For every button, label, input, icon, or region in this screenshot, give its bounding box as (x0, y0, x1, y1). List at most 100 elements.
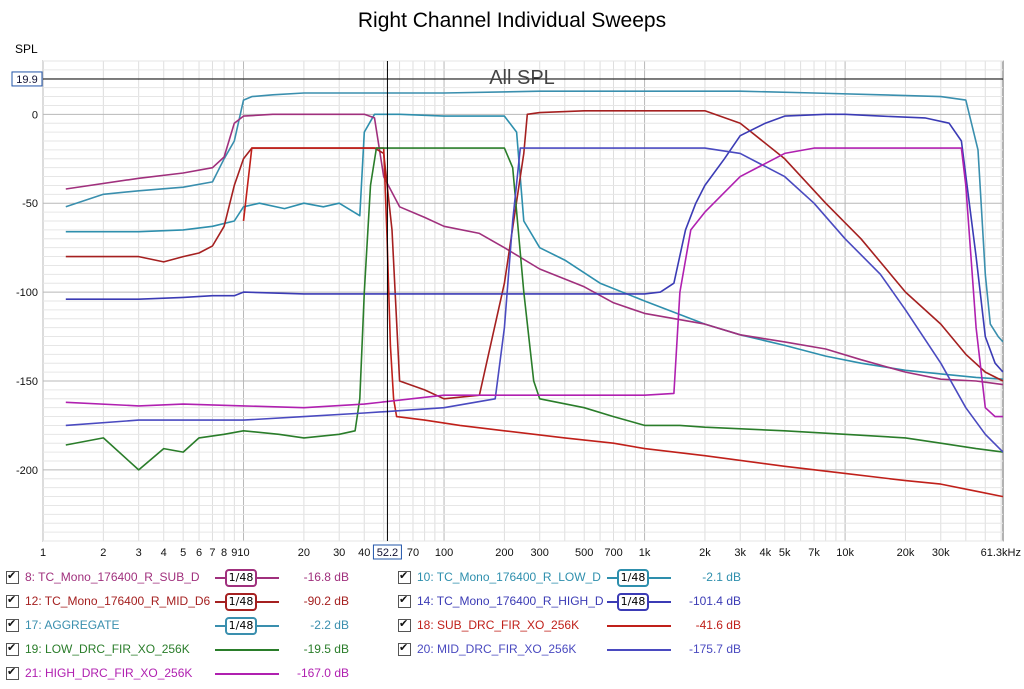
cursor-y-readout-box (11, 71, 43, 87)
smoothing-badge[interactable]: 1/48 (225, 569, 257, 587)
legend-checkbox[interactable] (6, 617, 19, 632)
x-tick-label: 8 (221, 547, 227, 559)
series-line-8-tc-mono-176400-r-sub-d (65, 113, 1004, 386)
x-tick-label: 10 (237, 547, 249, 559)
cursor-layer: 19.9 52.2 (11, 61, 1003, 560)
legend-line-sample (607, 617, 671, 633)
legend-line-sample: 1/48 (215, 617, 279, 635)
legend-name: 20: MID_DRC_FIR_XO_256K (417, 642, 577, 656)
legend-line-sample (215, 665, 279, 681)
legend-name: 14: TC_Mono_176400_R_HIGH_D (417, 594, 604, 608)
x-tick-label: 20k (897, 547, 915, 559)
y-tick-label: -200 (16, 465, 38, 477)
x-tick-label: 4k (759, 547, 771, 559)
legend-checkbox[interactable] (6, 569, 19, 584)
x-tick-label: 300 (531, 547, 549, 559)
cursor-x-readout-box (372, 544, 402, 560)
x-tick-label: 40 (358, 547, 370, 559)
smoothing-badge[interactable]: 1/48 (225, 593, 257, 611)
chart-svg[interactable]: SPL 19.9 52.2 1 2 3 4 5 6 7 8 9 10 20 30 40 70 100 200 30… (0, 0, 1024, 566)
x-tick-label: 5 (180, 547, 186, 559)
x-tick-label: 100 (435, 547, 453, 559)
legend-name: 12: TC_Mono_176400_R_MID_D6 (25, 594, 211, 608)
x-tick-label: 6 (196, 547, 202, 559)
legend-item[interactable]: 17: AGGREGATE 1/48 -2.2 dB (6, 614, 349, 636)
legend-value: -175.7 dB (688, 642, 741, 656)
x-tick-label: 4 (161, 547, 167, 559)
series-line-17-aggregate (65, 90, 1004, 343)
legend-name: 21: HIGH_DRC_FIR_XO_256K (25, 666, 193, 680)
legend-checkbox[interactable] (398, 641, 411, 656)
smoothing-badge[interactable]: 1/48 (617, 569, 649, 587)
legend-value: -101.4 dB (688, 594, 741, 608)
legend: 8: TC_Mono_176400_R_SUB_D 1/48 -16.8 dB 10:… (0, 566, 1024, 689)
legend-line-sample: 1/48 (607, 569, 671, 587)
x-tick-label: 30 (333, 547, 345, 559)
series-line-19-low-drc-fir-xo-256k (65, 147, 1004, 471)
x-tick-label: 1 (40, 547, 46, 559)
x-tick-label: 7 (209, 547, 215, 559)
series-line-10-tc-mono-176400-r-low-d (65, 113, 1004, 380)
legend-item[interactable]: 8: TC_Mono_176400_R_SUB_D 1/48 -16.8 dB (6, 566, 349, 588)
legend-name: 10: TC_Mono_176400_R_LOW_D (417, 570, 601, 584)
grid (42, 60, 1003, 542)
x-tick-label: 30k (932, 547, 950, 559)
legend-value: -16.8 dB (303, 570, 349, 584)
legend-item[interactable]: 19: LOW_DRC_FIR_XO_256K -19.5 dB (6, 638, 349, 660)
series-line-12-tc-mono-176400-r-mid-d6 (65, 110, 1004, 400)
legend-checkbox[interactable] (6, 665, 19, 680)
x-tick-label: 20 (298, 547, 310, 559)
legend-item[interactable]: 14: TC_Mono_176400_R_HIGH_D 1/48 -101.4 dB (398, 590, 741, 612)
smoothing-badge[interactable]: 1/48 (225, 617, 257, 635)
x-tick-label: 2k (699, 547, 711, 559)
x-tick-label: 3 (136, 547, 142, 559)
axis-labels: 1 2 3 4 5 6 7 8 9 10 20 30 40 70 100 200 300 500 700 1k 2k 3k… (16, 109, 1021, 559)
plot-label: All SPL (489, 67, 555, 89)
chart-title: Right Channel Individual Sweeps (357, 9, 667, 32)
x-tick-label: 9 (231, 547, 237, 559)
x-tick-label: 10k (836, 547, 854, 559)
legend-value: -90.2 dB (303, 594, 349, 608)
x-tick-label: 700 (604, 547, 622, 559)
legend-checkbox[interactable] (398, 569, 411, 584)
smoothing-badge[interactable]: 1/48 (617, 593, 649, 611)
legend-item[interactable]: 18: SUB_DRC_FIR_XO_256K -41.6 dB (398, 614, 741, 636)
x-tick-label: 1k (639, 547, 651, 559)
legend-name: 18: SUB_DRC_FIR_XO_256K (417, 618, 580, 632)
x-tick-label: 500 (575, 547, 593, 559)
series-line-20-mid-drc-fir-xo-256k (65, 147, 1004, 453)
series-line-21-high-drc-fir-xo-256k (65, 147, 1003, 418)
legend-name: 17: AGGREGATE (25, 618, 120, 632)
series-line-14-tc-mono-176400-r-high-d (65, 113, 1004, 373)
legend-item[interactable]: 20: MID_DRC_FIR_XO_256K -175.7 dB (398, 638, 741, 660)
legend-checkbox[interactable] (398, 617, 411, 632)
legend-name: 19: LOW_DRC_FIR_XO_256K (25, 642, 190, 656)
x-tick-label: 3k (734, 547, 746, 559)
legend-line-sample (607, 641, 671, 657)
cursor-x-readout: 52.2 (377, 547, 398, 559)
legend-item[interactable]: 10: TC_Mono_176400_R_LOW_D 1/48 -2.1 dB (398, 566, 741, 588)
legend-checkbox[interactable] (6, 593, 19, 608)
x-tick-label: 61.3kHz (981, 547, 1021, 559)
legend-item[interactable]: 12: TC_Mono_176400_R_MID_D6 1/48 -90.2 dB (6, 590, 349, 612)
y-tick-label: -150 (16, 376, 38, 388)
legend-name: 8: TC_Mono_176400_R_SUB_D (25, 570, 200, 584)
legend-line-sample: 1/48 (215, 569, 279, 587)
legend-checkbox[interactable] (398, 593, 411, 608)
y-axis-label: SPL (15, 42, 38, 56)
x-tick-label: 2 (100, 547, 106, 559)
y-tick-label: 0 (32, 109, 38, 121)
x-tick-label: 70 (407, 547, 419, 559)
legend-item[interactable]: 21: HIGH_DRC_FIR_XO_256K -167.0 dB (6, 662, 349, 684)
x-tick-label: 5k (779, 547, 791, 559)
y-tick-label: -50 (22, 198, 38, 210)
legend-line-sample (215, 641, 279, 657)
legend-line-sample: 1/48 (607, 593, 671, 611)
y-tick-label: -100 (16, 287, 38, 299)
legend-checkbox[interactable] (6, 641, 19, 656)
x-tick-label: 7k (808, 547, 820, 559)
legend-value: -41.6 dB (695, 618, 741, 632)
x-tick-label: 200 (495, 547, 513, 559)
cursor-y-readout: 19.9 (16, 74, 37, 86)
legend-line-sample: 1/48 (215, 593, 279, 611)
